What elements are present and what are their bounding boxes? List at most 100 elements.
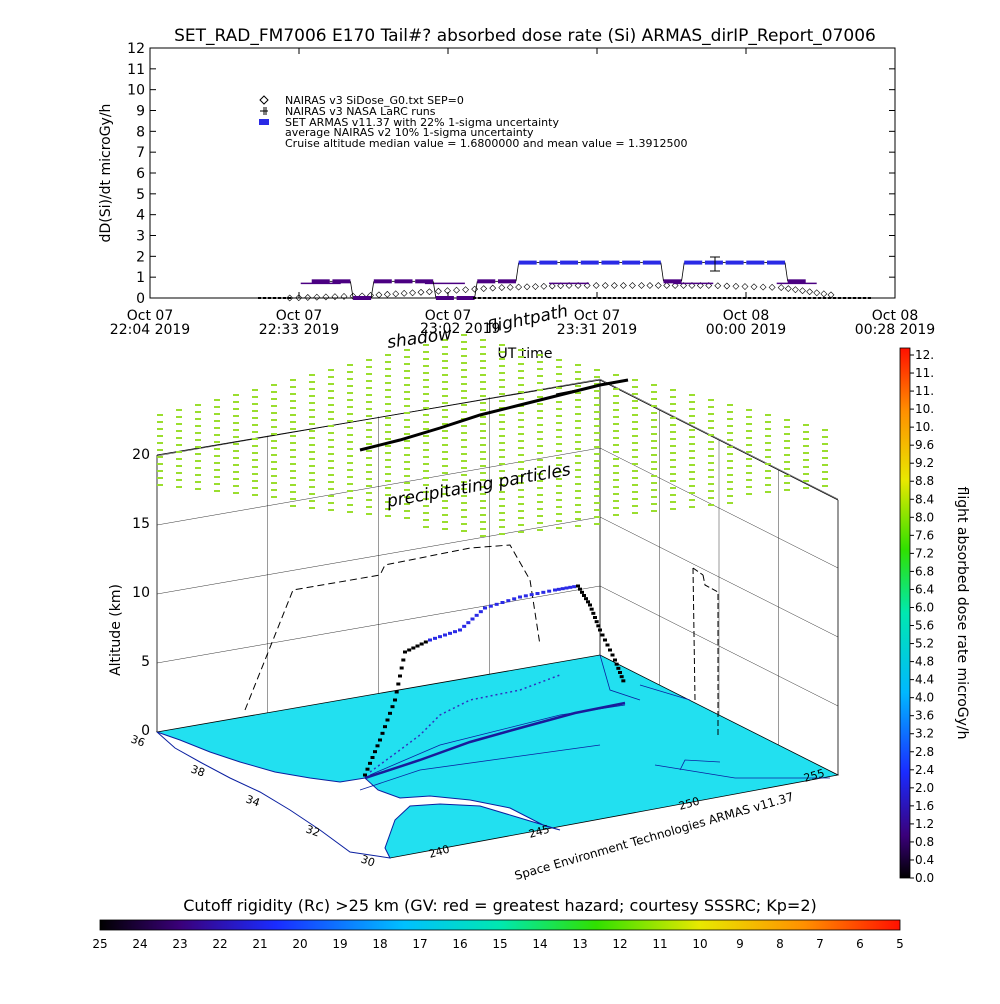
nairas-point [663,282,671,289]
flight-point [390,705,395,709]
flight-point [553,588,557,592]
nairas-point [349,292,357,300]
flight-point [529,593,534,597]
nairas-point [619,282,627,289]
nairas-point [409,289,416,297]
nairas-point [714,282,722,290]
flight-point [518,595,522,599]
armas-point [580,260,599,265]
altitude-tick-label: 20 [132,447,150,463]
armas-point [725,260,744,265]
x-tick-label: Oct 07 [276,308,322,324]
error-bar [710,256,720,272]
armas-point [353,296,372,300]
flight-point [506,599,511,603]
dose-tick-label: 0.4 [915,853,934,867]
dose-tick-label: 8.4 [915,492,934,506]
flight-path [363,584,626,777]
dose-tick-label: 8.0 [915,510,934,524]
altitude-tick-label: 5 [141,654,150,670]
nairas-point [425,288,433,296]
flight-3d-panel: 0 5 10 15 20 Altitude (km) 36 38 34 32 30 240 245… [108,301,840,883]
x-tick-label: 23:31 2019 [557,322,637,338]
flight-point [373,750,377,754]
armas-point [415,279,434,284]
nairas-point [435,287,442,295]
rigidity-tick-label: 5 [896,937,904,951]
series-layer [258,260,871,302]
nairas-point [400,289,408,297]
dose-tick-label: 7.6 [915,528,934,542]
dose-tick-label: 2.4 [915,763,934,777]
altitude-trace [244,544,541,711]
flight-point [433,636,437,640]
nairas-point [417,288,425,296]
cruise-altitude-note: Cruise altitude median value = 1.6800000… [285,137,688,150]
y-tick-label: 9 [136,104,145,120]
armas-point [497,279,516,284]
flight-point [474,613,479,617]
coastline [156,731,561,859]
flight-point [370,756,375,759]
nairas-point [601,282,609,289]
rigidity-tick-label: 15 [492,937,507,951]
armas-point [684,260,703,265]
flight-point [598,628,602,632]
nairas-point [574,282,582,289]
flight-point [616,666,621,670]
flight-point [582,594,586,597]
legend-entry-nairas-v3: NAIRAS v3 SiDose_G0.txt SEP=0 [285,94,464,107]
flight-point [419,642,424,646]
y-tick-label: 7 [136,145,145,161]
flight-point [594,620,599,624]
plot-frame [149,47,896,299]
nairas-point [827,291,835,299]
dose-tick-label: 8.8 [915,474,934,488]
longitude-tick-label: 245 [527,823,551,841]
flight-point [535,592,540,595]
nairas-point [732,282,740,290]
latitude-tick-label: 34 [244,793,262,810]
armas-point [622,260,641,265]
armas-point [663,279,682,284]
rigidity-tick-label: 7 [816,937,824,951]
nairas-point [768,283,776,291]
dose-tick-label: 5.6 [915,619,934,633]
flight-point [462,624,467,628]
rigidity-tick-label: 18 [372,937,387,951]
legend-entry-nairas-v2: average NAIRAS v2 10% 1-sigma uncertaint… [285,126,534,139]
nairas-point [799,287,806,295]
flight-point [470,617,475,621]
armas-point [373,279,392,284]
rigidity-tick-label: 8 [776,937,784,951]
flight-point [596,624,601,628]
nairas-point [453,286,460,294]
altitude-tick-label: 10 [132,585,150,601]
flight-point [415,644,420,648]
dose-tick-label: 10. [915,420,934,434]
rigidity-tick-label: 24 [132,937,147,951]
flight-point [572,585,577,589]
nairas-point [295,294,303,302]
nairas-point [313,293,321,301]
dose-tick-label: 1.2 [915,817,934,831]
armas-link [660,262,664,282]
flight-point [576,584,580,588]
flight-point [603,638,607,642]
dose-tick-label: 9.6 [915,438,934,452]
armas-point [456,296,475,300]
flight-point [403,650,407,654]
rigidity-tick-label: 9 [736,937,744,951]
nairas-point [557,282,565,290]
overlap-time-label: 23:02 2019 [420,321,500,337]
nairas-point [548,282,556,290]
flight-point [478,610,483,614]
flight-point [547,589,552,593]
flight-point [443,633,447,637]
armas-point [642,260,661,265]
y-tick-label: 3 [136,229,145,245]
nairas-point [654,282,662,289]
armas-link [474,281,478,299]
latitude-tick-label: 36 [129,733,147,750]
nairas-point [506,283,514,291]
